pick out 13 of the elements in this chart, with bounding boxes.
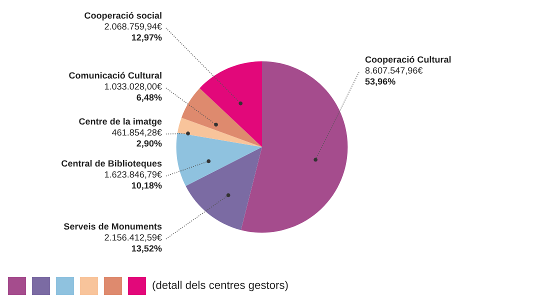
slice-label: Cooperació Cultural — [365, 56, 451, 64]
data-label: 2.068.759,94€ 12,97% — [104, 23, 162, 42]
data-label: 461.854,28€ 2,90% — [112, 129, 162, 148]
data-label: 8.607.547,96€ 53,96% — [365, 67, 423, 86]
slice-label: Serveis de Monuments — [64, 223, 162, 230]
slice-label: Cooperació social — [84, 12, 162, 20]
data-label: 1.623.846,79€ 10,18% — [104, 171, 162, 190]
slice-label: Central de Biblioteques — [62, 160, 162, 168]
data-label: 2.156.412,59€ 13,52% — [104, 234, 162, 253]
slice-label: Centre de la imatge — [79, 118, 162, 126]
slice-label: Comunicació Cultural — [69, 72, 162, 79]
data-label: 1.033.028,00€ 6,48% — [104, 83, 162, 102]
text: (detall dels centres gestors) — [152, 280, 288, 292]
